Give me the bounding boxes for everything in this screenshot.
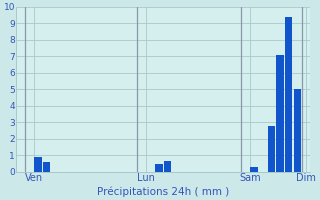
Bar <box>268 126 275 172</box>
Bar <box>43 162 50 172</box>
Bar <box>285 17 292 172</box>
Bar <box>276 55 284 172</box>
Bar <box>250 167 258 172</box>
Bar <box>155 164 163 172</box>
Bar <box>164 161 171 172</box>
Bar <box>34 157 42 172</box>
X-axis label: Précipitations 24h ( mm ): Précipitations 24h ( mm ) <box>97 186 229 197</box>
Bar <box>293 89 301 172</box>
